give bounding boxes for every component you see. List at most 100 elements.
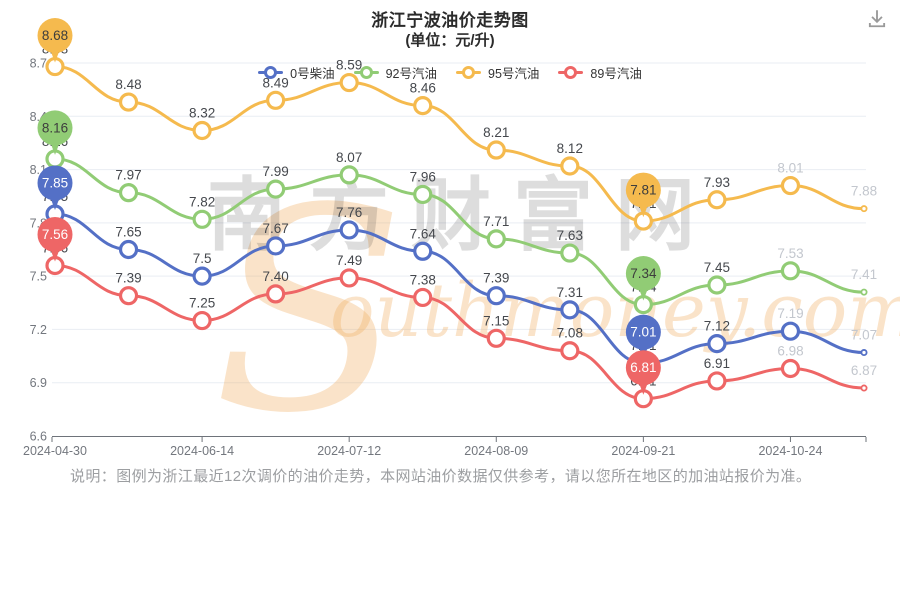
legend-item-gasoline-92[interactable]: 92号汽油	[353, 63, 437, 82]
data-point[interactable]	[192, 266, 212, 286]
data-point[interactable]	[339, 220, 359, 240]
data-point[interactable]	[339, 268, 359, 288]
value-label: 8.07	[336, 150, 362, 165]
data-point[interactable]	[118, 286, 139, 306]
data-point[interactable]	[560, 300, 580, 320]
page-subtitle: (单位：元/升)	[405, 32, 495, 49]
series-92号汽油: 8.167.977.827.998.077.967.717.637.347.45…	[42, 134, 877, 315]
series-89号汽油: 7.567.397.257.407.497.387.157.086.816.91…	[42, 240, 877, 409]
pin-marker: 6.81	[625, 350, 661, 395]
page-title: 浙江宁波油价走势图	[371, 11, 529, 30]
data-point[interactable]	[780, 321, 801, 341]
data-point[interactable]	[266, 179, 286, 199]
value-label: 8.12	[557, 141, 583, 156]
data-point[interactable]	[707, 371, 727, 391]
line-chart: 8.78.48.17.87.57.26.96.6 Southmoney.com南方…	[23, 18, 900, 460]
data-point[interactable]	[860, 205, 868, 213]
value-label: 7.63	[557, 228, 583, 243]
legend-item-gasoline-95[interactable]: 95号汽油	[456, 63, 539, 82]
value-label: 6.91	[704, 356, 730, 371]
legend-item-gasoline-89[interactable]: 89号汽油	[558, 63, 642, 82]
value-label: 7.96	[410, 169, 436, 184]
x-axis-tick-label: 2024-07-12	[317, 444, 381, 458]
download-button[interactable]	[866, 7, 888, 29]
value-label: 7.76	[336, 205, 362, 220]
pin-value-label: 7.01	[630, 325, 656, 340]
data-point[interactable]	[860, 384, 868, 392]
data-point[interactable]	[860, 288, 868, 296]
pin-value-label: 7.34	[630, 266, 657, 281]
value-label: 7.82	[189, 194, 215, 209]
value-label: 7.49	[336, 253, 362, 268]
y-axis-tick-label: 6.6	[30, 430, 47, 444]
pin-marker: 8.68	[37, 18, 73, 63]
pin-value-label: 8.16	[42, 120, 68, 135]
value-label: 7.64	[410, 226, 437, 241]
data-point[interactable]	[707, 334, 727, 354]
data-point[interactable]	[780, 358, 801, 379]
data-point[interactable]	[560, 341, 580, 361]
data-point[interactable]	[339, 72, 359, 93]
data-point[interactable]	[413, 241, 433, 261]
pin-marker: 7.81	[625, 172, 661, 218]
value-label: 8.21	[483, 125, 509, 140]
data-point[interactable]	[413, 96, 433, 116]
pin-value-label: 8.68	[42, 28, 68, 43]
value-label: 8.01	[777, 161, 803, 176]
y-axis-tick-label: 6.9	[30, 376, 47, 390]
value-label: 7.53	[777, 246, 803, 261]
value-label: 8.46	[410, 81, 436, 96]
value-label: 7.15	[483, 313, 509, 328]
data-point[interactable]	[339, 165, 359, 185]
pin-balloon	[37, 110, 73, 146]
legend-line-marker	[558, 65, 584, 79]
legend-item-diesel-0[interactable]: 0号柴油	[258, 63, 335, 82]
data-point[interactable]	[860, 349, 868, 357]
disclaimer-text: 说明：图例为浙江最近12次调价的油价走势，本网站油价数据仅供参考，请以您所在地区…	[70, 468, 812, 485]
pin-value-label: 7.85	[42, 175, 68, 190]
value-label: 7.41	[851, 267, 877, 282]
value-label: 7.65	[115, 225, 141, 240]
data-point[interactable]	[560, 243, 580, 263]
pin-balloon	[625, 314, 661, 350]
download-icon	[868, 10, 886, 28]
value-label: 6.98	[777, 344, 803, 359]
y-axis-tick-label: 7.5	[30, 270, 47, 284]
value-label: 7.45	[704, 260, 730, 275]
data-point[interactable]	[707, 275, 727, 295]
data-point[interactable]	[266, 236, 286, 256]
data-point[interactable]	[486, 140, 506, 160]
value-label: 8.49	[262, 75, 288, 90]
y-axis-tick-label: 7.2	[30, 323, 47, 337]
value-label: 7.38	[410, 272, 436, 287]
data-point[interactable]	[780, 261, 801, 281]
x-axis-tick-label: 2024-10-24	[758, 444, 822, 458]
data-point[interactable]	[560, 156, 580, 176]
x-axis-tick-label: 2024-08-09	[464, 444, 528, 458]
value-label: 8.59	[336, 58, 362, 73]
data-point[interactable]	[118, 183, 139, 203]
data-point[interactable]	[118, 92, 139, 112]
value-label: 7.12	[704, 319, 730, 334]
data-point[interactable]	[192, 310, 212, 331]
data-point[interactable]	[266, 90, 286, 110]
data-point[interactable]	[707, 190, 727, 210]
data-point[interactable]	[486, 286, 506, 306]
data-point[interactable]	[413, 184, 433, 205]
data-point[interactable]	[118, 239, 139, 260]
data-point[interactable]	[486, 229, 506, 249]
value-label: 7.07	[851, 328, 877, 343]
legend-line-marker	[353, 65, 379, 79]
data-point[interactable]	[413, 287, 433, 308]
value-label: 7.88	[851, 184, 877, 199]
grid: 8.78.48.17.87.57.26.96.6	[30, 57, 866, 444]
data-point[interactable]	[486, 328, 506, 348]
value-label: 7.25	[189, 296, 215, 311]
value-label: 7.5	[193, 251, 212, 266]
value-label: 8.48	[115, 77, 141, 92]
legend-label: 0号柴油	[290, 66, 335, 81]
data-point[interactable]	[192, 209, 212, 229]
data-point[interactable]	[780, 175, 801, 196]
data-point[interactable]	[266, 284, 286, 304]
data-point[interactable]	[192, 120, 212, 141]
